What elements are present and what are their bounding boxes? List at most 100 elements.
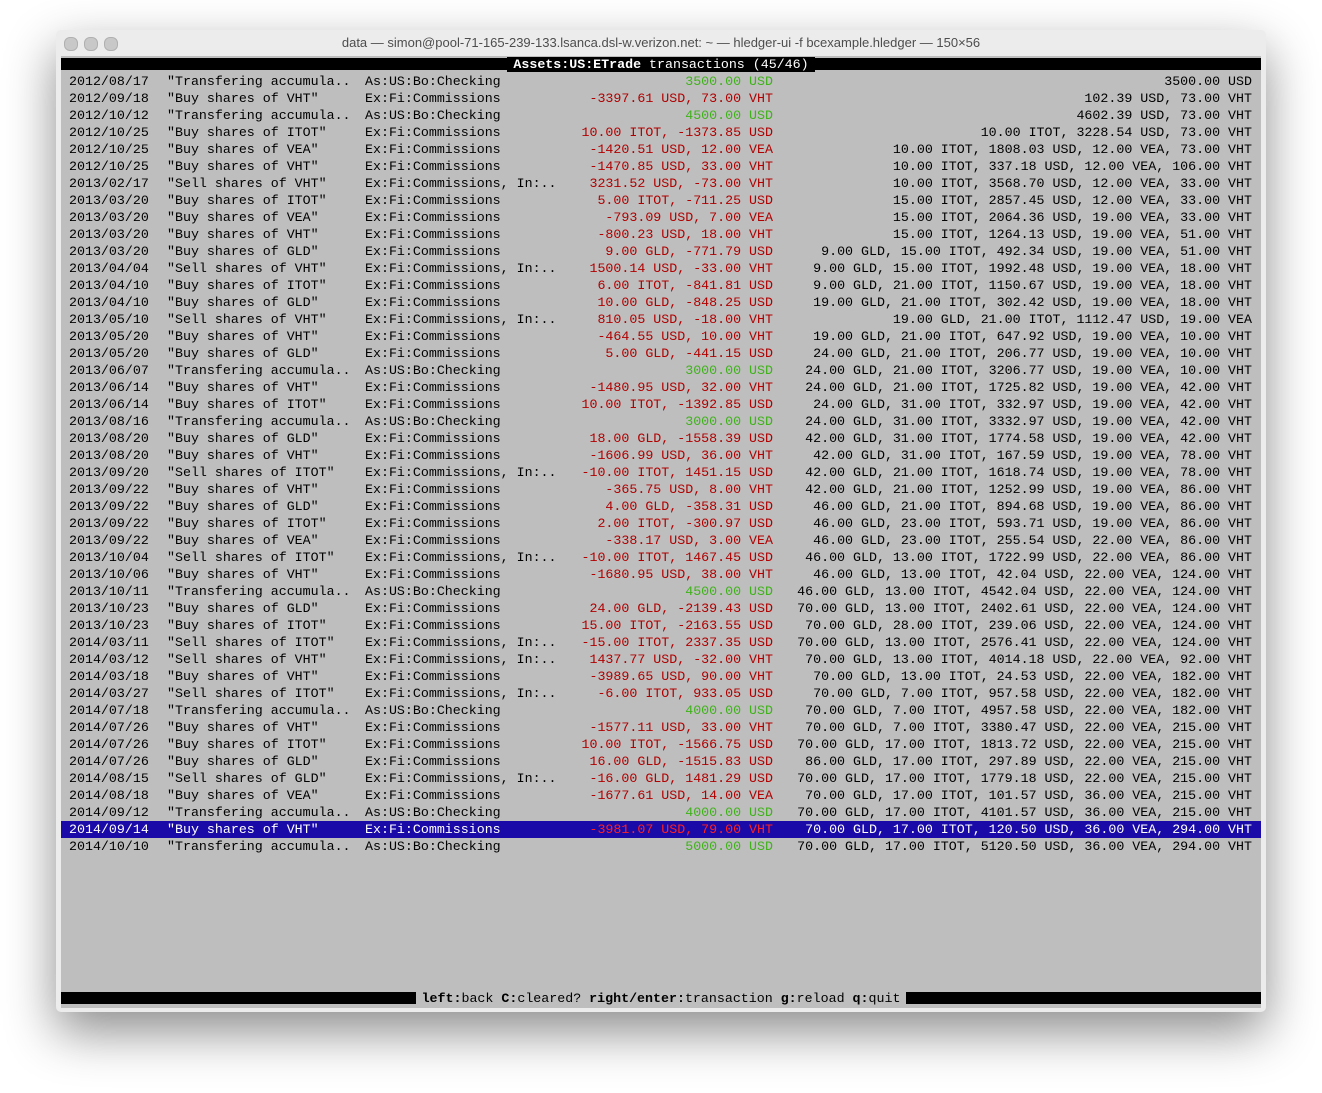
transaction-row[interactable]: 2014/03/12 "Sell shares of VHT" Ex:Fi:Comm… bbox=[61, 651, 1261, 668]
transaction-row[interactable]: 2013/10/06 "Buy shares of VHT" Ex:Fi:Commi… bbox=[61, 566, 1261, 583]
balance: 42.00 GLD, 31.00 ITOT, 1774.58 USD, 19.0… bbox=[805, 431, 1252, 446]
transaction-row[interactable]: 2012/10/25 "Buy shares of VHT" Ex:Fi:Commi… bbox=[61, 158, 1261, 175]
account: Ex:Fi:Commissions, In:.. bbox=[365, 686, 557, 701]
amount: 4500.00 USD bbox=[685, 108, 773, 123]
date: 2013/03/20 bbox=[69, 244, 149, 259]
amount: 4.00 GLD, -358.31 USD bbox=[605, 499, 773, 514]
transaction-row[interactable]: 2013/10/04 "Sell shares of ITOT" Ex:Fi:Com… bbox=[61, 549, 1261, 566]
amount: -464.55 USD, 10.00 VHT bbox=[597, 329, 773, 344]
balance: 42.00 GLD, 21.00 ITOT, 1252.99 USD, 19.0… bbox=[805, 482, 1252, 497]
description: "Buy shares of ITOT" bbox=[167, 193, 327, 208]
account: Ex:Fi:Commissions bbox=[365, 210, 501, 225]
transaction-row[interactable]: 2013/10/23 "Buy shares of GLD" Ex:Fi:Commi… bbox=[61, 600, 1261, 617]
account: Ex:Fi:Commissions bbox=[365, 788, 501, 803]
transaction-row[interactable]: 2014/07/26 "Buy shares of VHT" Ex:Fi:Commi… bbox=[61, 719, 1261, 736]
zoom-button[interactable] bbox=[104, 37, 118, 51]
transaction-row[interactable]: 2014/09/12 "Transfering accumula.. As:US:B… bbox=[61, 804, 1261, 821]
amount: 810.05 USD, -18.00 VHT bbox=[597, 312, 773, 327]
transaction-row[interactable]: 2014/03/27 "Sell shares of ITOT" Ex:Fi:Com… bbox=[61, 685, 1261, 702]
account: Ex:Fi:Commissions bbox=[365, 499, 501, 514]
description: "Buy shares of VEA" bbox=[167, 210, 319, 225]
account: Ex:Fi:Commissions bbox=[365, 397, 501, 412]
amount: 6.00 ITOT, -841.81 USD bbox=[597, 278, 773, 293]
transaction-row[interactable]: 2012/10/25 "Buy shares of VEA" Ex:Fi:Commi… bbox=[61, 141, 1261, 158]
description: "Buy shares of ITOT" bbox=[167, 125, 327, 140]
date: 2013/09/22 bbox=[69, 499, 149, 514]
transaction-row[interactable]: 2014/07/18 "Transfering accumula.. As:US:B… bbox=[61, 702, 1261, 719]
key-action: reload bbox=[796, 991, 845, 1006]
transaction-row[interactable]: 2014/03/11 "Sell shares of ITOT" Ex:Fi:Com… bbox=[61, 634, 1261, 651]
transaction-row[interactable]: 2013/09/20 "Sell shares of ITOT" Ex:Fi:Com… bbox=[61, 464, 1261, 481]
transaction-row[interactable]: 2013/04/10 "Buy shares of GLD" Ex:Fi:Commi… bbox=[61, 294, 1261, 311]
amount: 5.00 GLD, -441.15 USD bbox=[605, 346, 773, 361]
transaction-row[interactable]: 2013/02/17 "Sell shares of VHT" Ex:Fi:Comm… bbox=[61, 175, 1261, 192]
date: 2013/09/20 bbox=[69, 465, 149, 480]
transaction-row[interactable]: 2013/03/20 "Buy shares of VEA" Ex:Fi:Commi… bbox=[61, 209, 1261, 226]
date: 2013/05/10 bbox=[69, 312, 149, 327]
transaction-row[interactable]: 2013/08/20 "Buy shares of GLD" Ex:Fi:Commi… bbox=[61, 430, 1261, 447]
transaction-row[interactable]: 2013/03/20 "Buy shares of VHT" Ex:Fi:Commi… bbox=[61, 226, 1261, 243]
description: "Buy shares of GLD" bbox=[167, 601, 319, 616]
transaction-row[interactable]: 2013/09/22 "Buy shares of ITOT" Ex:Fi:Comm… bbox=[61, 515, 1261, 532]
transaction-row[interactable]: 2014/08/18 "Buy shares of VEA" Ex:Fi:Commi… bbox=[61, 787, 1261, 804]
transaction-row[interactable]: 2013/04/04 "Sell shares of VHT" Ex:Fi:Comm… bbox=[61, 260, 1261, 277]
transaction-row[interactable]: 2013/08/20 "Buy shares of VHT" Ex:Fi:Commi… bbox=[61, 447, 1261, 464]
transaction-row[interactable]: 2013/08/16 "Transfering accumula.. As:US:B… bbox=[61, 413, 1261, 430]
transaction-row[interactable]: 2013/05/20 "Buy shares of VHT" Ex:Fi:Commi… bbox=[61, 328, 1261, 345]
minimize-button[interactable] bbox=[84, 37, 98, 51]
transaction-row[interactable]: 2013/05/20 "Buy shares of GLD" Ex:Fi:Commi… bbox=[61, 345, 1261, 362]
description: "Buy shares of ITOT" bbox=[167, 397, 327, 412]
date: 2014/08/18 bbox=[69, 788, 149, 803]
description: "Buy shares of VHT" bbox=[167, 448, 319, 463]
account: Ex:Fi:Commissions bbox=[365, 822, 501, 837]
account: As:US:Bo:Checking bbox=[365, 74, 501, 89]
transaction-row[interactable]: 2013/03/20 "Buy shares of GLD" Ex:Fi:Commi… bbox=[61, 243, 1261, 260]
transaction-row[interactable]: 2013/06/14 "Buy shares of ITOT" Ex:Fi:Comm… bbox=[61, 396, 1261, 413]
transaction-row[interactable]: 2014/07/26 "Buy shares of ITOT" Ex:Fi:Comm… bbox=[61, 736, 1261, 753]
transaction-row[interactable]: 2013/06/07 "Transfering accumula.. As:US:B… bbox=[61, 362, 1261, 379]
close-button[interactable] bbox=[64, 37, 78, 51]
transaction-row[interactable]: 2013/09/22 "Buy shares of GLD" Ex:Fi:Commi… bbox=[61, 498, 1261, 515]
amount: -793.09 USD, 7.00 VEA bbox=[605, 210, 773, 225]
transaction-row[interactable]: 2014/10/10 "Transfering accumula.. As:US:B… bbox=[61, 838, 1261, 855]
key-action: back bbox=[461, 991, 494, 1006]
transaction-row[interactable]: 2013/10/23 "Buy shares of ITOT" Ex:Fi:Comm… bbox=[61, 617, 1261, 634]
account: Ex:Fi:Commissions bbox=[365, 278, 501, 293]
description: "Buy shares of VEA" bbox=[167, 533, 319, 548]
transaction-row[interactable]: 2014/08/15 "Sell shares of GLD" Ex:Fi:Comm… bbox=[61, 770, 1261, 787]
amount: -6.00 ITOT, 933.05 USD bbox=[597, 686, 773, 701]
balance: 102.39 USD, 73.00 VHT bbox=[1084, 91, 1252, 106]
description: "Transfering accumula.. bbox=[167, 108, 351, 123]
date: 2013/08/20 bbox=[69, 431, 149, 446]
date: 2013/03/20 bbox=[69, 227, 149, 242]
description: "Buy shares of ITOT" bbox=[167, 618, 327, 633]
transaction-row[interactable]: 2012/09/18 "Buy shares of VHT" Ex:Fi:Commi… bbox=[61, 90, 1261, 107]
transaction-row[interactable]: 2013/09/22 "Buy shares of VHT" Ex:Fi:Commi… bbox=[61, 481, 1261, 498]
transaction-row[interactable]: 2013/06/14 "Buy shares of VHT" Ex:Fi:Commi… bbox=[61, 379, 1261, 396]
description: "Sell shares of VHT" bbox=[167, 312, 327, 327]
balance: 19.00 GLD, 21.00 ITOT, 647.92 USD, 19.00… bbox=[813, 329, 1252, 344]
amount: -800.23 USD, 18.00 VHT bbox=[597, 227, 773, 242]
balance: 70.00 GLD, 17.00 ITOT, 101.57 USD, 36.00… bbox=[805, 788, 1252, 803]
account: Ex:Fi:Commissions bbox=[365, 295, 501, 310]
amount: -16.00 GLD, 1481.29 USD bbox=[589, 771, 773, 786]
transaction-row[interactable]: 2013/04/10 "Buy shares of ITOT" Ex:Fi:Comm… bbox=[61, 277, 1261, 294]
header-account: Assets:US:ETrade bbox=[513, 57, 642, 72]
balance: 70.00 GLD, 7.00 ITOT, 957.58 USD, 22.00 … bbox=[813, 686, 1252, 701]
transaction-row[interactable]: 2014/07/26 "Buy shares of GLD" Ex:Fi:Commi… bbox=[61, 753, 1261, 770]
amount: 10.00 GLD, -848.25 USD bbox=[597, 295, 773, 310]
amount: -3397.61 USD, 73.00 VHT bbox=[589, 91, 773, 106]
transaction-row[interactable]: 2014/09/14 "Buy shares of VHT" Ex:Fi:Commi… bbox=[61, 821, 1261, 838]
transaction-row[interactable]: 2013/10/11 "Transfering accumula.. As:US:B… bbox=[61, 583, 1261, 600]
transaction-row[interactable]: 2012/08/17 "Transfering accumula.. As:US:B… bbox=[61, 73, 1261, 90]
description: "Buy shares of VHT" bbox=[167, 159, 319, 174]
transaction-row[interactable]: 2012/10/25 "Buy shares of ITOT" Ex:Fi:Comm… bbox=[61, 124, 1261, 141]
transaction-row[interactable]: 2013/05/10 "Sell shares of VHT" Ex:Fi:Comm… bbox=[61, 311, 1261, 328]
date: 2014/03/12 bbox=[69, 652, 149, 667]
transaction-row[interactable]: 2013/03/20 "Buy shares of ITOT" Ex:Fi:Comm… bbox=[61, 192, 1261, 209]
transaction-row[interactable]: 2012/10/12 "Transfering accumula.. As:US:B… bbox=[61, 107, 1261, 124]
transaction-row[interactable]: 2014/03/18 "Buy shares of VHT" Ex:Fi:Commi… bbox=[61, 668, 1261, 685]
transaction-row[interactable]: 2013/09/22 "Buy shares of VEA" Ex:Fi:Commi… bbox=[61, 532, 1261, 549]
account: As:US:Bo:Checking bbox=[365, 363, 501, 378]
balance: 24.00 GLD, 21.00 ITOT, 1725.82 USD, 19.0… bbox=[805, 380, 1252, 395]
